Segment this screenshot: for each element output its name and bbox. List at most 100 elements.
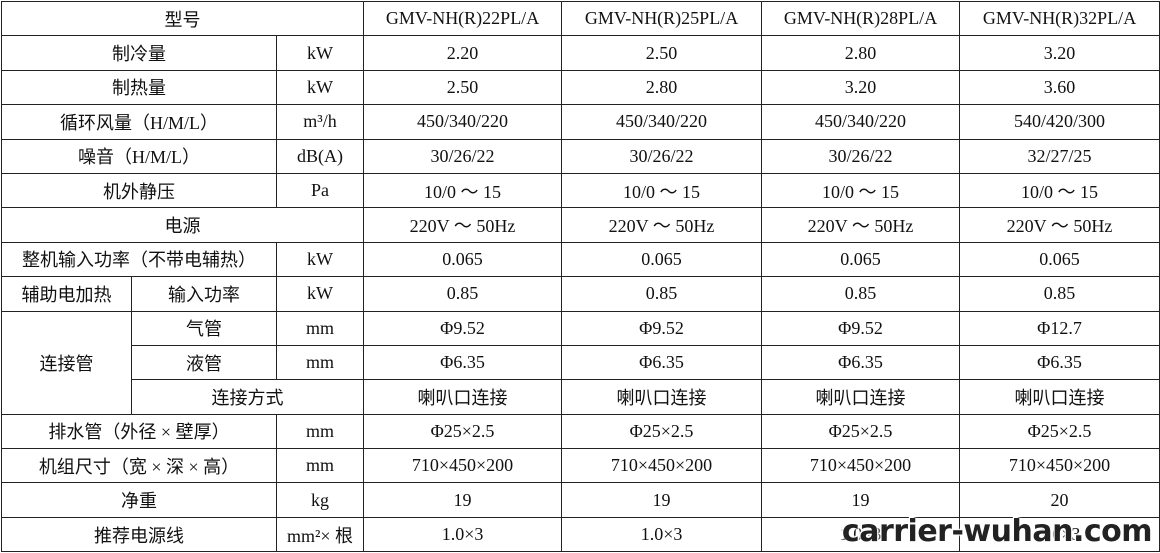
table-cell: Φ12.7 — [959, 310, 1160, 346]
watermark: carrier-wuhan.com — [841, 514, 1153, 549]
table-cell: Φ9.52 — [561, 310, 763, 346]
table-cell: 机组尺寸（宽 × 深 × 高） — [1, 448, 277, 484]
table-cell: 220V ～ 50Hz — [561, 207, 763, 243]
table-cell: 排水管（外径 × 壁厚） — [1, 413, 277, 450]
table-cell: 循环风量（H/M/L） — [1, 104, 277, 140]
table-row: 推荐电源线 mm²× 根 1.0×3 1.0×3 1.0×3 1.0×3 — [1, 516, 1160, 553]
table-cell: 噪音（H/M/L） — [1, 138, 277, 174]
table-cell: 540/420/300 — [959, 104, 1160, 140]
table-cell: 30/26/22 — [761, 138, 961, 174]
table-row: 液管 mm Φ6.35 Φ6.35 Φ6.35 Φ6.35 — [2, 344, 1160, 381]
table-cell: 2.80 — [561, 69, 763, 106]
table-row: 排水管（外径 × 壁厚） mm Φ25×2.5 Φ25×2.5 Φ25×2.5 Φ25×2… — [1, 413, 1160, 450]
table-cell: 450/340/220 — [561, 104, 763, 140]
table-cell: 220V ～ 50Hz — [363, 207, 563, 243]
table-cell: mm — [275, 310, 365, 346]
table-cell: 2.50 — [561, 35, 763, 71]
table-cell: 0.85 — [561, 276, 763, 312]
table-cell: 型号 — [0, 0, 365, 37]
table-row: 型号 GMV-NH(R)22PL/A GMV-NH(R)25PL/A GMV-NH(R… — [0, 0, 1160, 37]
table-row: 电源 220V ～ 50Hz 220V ～ 50Hz 220V ～ 50Hz 220V … — [0, 207, 1160, 243]
table-cell: 20 — [959, 482, 1160, 518]
table-cell: 10/0 ～ 15 — [363, 172, 563, 209]
table-cell: 1.0×3 — [959, 516, 1160, 553]
table-cell: 220V ～ 50Hz — [761, 207, 961, 243]
table-cell: Φ25×2.5 — [363, 413, 563, 450]
table-cell: GMV-NH(R)28PL/A — [761, 0, 961, 37]
table-cell: mm — [275, 413, 365, 450]
table-row: 净重 kg 19 19 19 20 — [1, 482, 1160, 518]
table-cell: kW — [275, 241, 365, 278]
table-row: 连接方式 喇叭口连接 喇叭口连接 喇叭口连接 喇叭口连接 — [2, 379, 1160, 415]
table-cell: Φ9.52 — [363, 310, 563, 346]
table-cell: 30/26/22 — [363, 138, 563, 174]
table-cell: Φ6.35 — [959, 344, 1160, 381]
table-cell: 输入功率 — [131, 276, 277, 312]
table-cell: 2.80 — [761, 35, 961, 71]
table-cell: 喇叭口连接 — [959, 379, 1160, 415]
table-cell: 710×450×200 — [561, 448, 763, 484]
table-cell: Φ6.35 — [561, 344, 763, 381]
table-cell: 3.20 — [959, 35, 1160, 71]
table-cell: 710×450×200 — [363, 448, 563, 484]
table-cell: 制热量 — [1, 69, 277, 106]
table-cell: Pa — [275, 172, 365, 209]
table-cell: 0.065 — [363, 241, 563, 278]
table-cell: mm — [275, 344, 365, 381]
table-cell: 30/26/22 — [561, 138, 763, 174]
table-cell: 10/0 ～ 15 — [959, 172, 1160, 209]
table-cell: GMV-NH(R)25PL/A — [561, 0, 763, 37]
table-cell: 220V ～ 50Hz — [959, 207, 1160, 243]
table-cell: 整机输入功率（不带电辅热） — [1, 241, 277, 278]
table-cell: 3.60 — [959, 69, 1160, 106]
table-cell: Φ6.35 — [363, 344, 563, 381]
table-cell: m³/h — [275, 104, 365, 140]
table-cell: Φ25×2.5 — [561, 413, 763, 450]
table-cell: 制冷量 — [1, 35, 277, 71]
table-cell: 喇叭口连接 — [363, 379, 563, 415]
table-cell: 2.20 — [363, 35, 563, 71]
table-cell: 推荐电源线 — [1, 516, 277, 553]
table-cell: 0.065 — [761, 241, 961, 278]
table-cell: Φ25×2.5 — [959, 413, 1160, 450]
table-cell: 32/27/25 — [959, 138, 1160, 174]
table-cell: 450/340/220 — [363, 104, 563, 140]
table-cell: GMV-NH(R)32PL/A — [959, 0, 1160, 37]
table-row: 连接管 气管 mm Φ9.52 Φ9.52 Φ9.52 Φ12.7 — [1, 310, 1160, 415]
table-cell: mm²× 根 — [275, 516, 365, 553]
table-cell: 气管 — [131, 310, 277, 346]
table-row: 机组尺寸（宽 × 深 × 高） mm 710×450×200 710×450×200 7… — [1, 448, 1160, 484]
table-cell: 0.85 — [363, 276, 563, 312]
table-cell: 19 — [561, 482, 763, 518]
table-row: 整机输入功率（不带电辅热） kW 0.065 0.065 0.065 0.065 — [1, 241, 1160, 278]
table-cell: 电源 — [0, 207, 365, 243]
table-cell: Φ25×2.5 — [761, 413, 961, 450]
table-cell: kW — [275, 276, 365, 312]
table-row: 制冷量 kW 2.20 2.50 2.80 3.20 — [1, 35, 1160, 71]
table-cell: 710×450×200 — [761, 448, 961, 484]
table-cell: Φ6.35 — [761, 344, 961, 381]
table-cell: 10/0 ～ 15 — [561, 172, 763, 209]
table-cell: 710×450×200 — [959, 448, 1160, 484]
table-cell: dB(A) — [275, 138, 365, 174]
table-cell: 0.065 — [561, 241, 763, 278]
table-cell: 连接方式 — [130, 379, 365, 415]
table-cell: 19 — [761, 482, 961, 518]
table-row: 循环风量（H/M/L） m³/h 450/340/220 450/340/220 450… — [1, 104, 1160, 140]
table-cell: 1.0×3 — [561, 516, 763, 553]
table-cell: 喇叭口连接 — [561, 379, 763, 415]
table-cell: kW — [275, 35, 365, 71]
table-cell: 机外静压 — [1, 172, 277, 209]
table-cell: 2.50 — [363, 69, 563, 106]
table-row: 机外静压 Pa 10/0 ～ 15 10/0 ～ 15 10/0 ～ 15 10/0 ～ … — [1, 172, 1160, 209]
table-cell: GMV-NH(R)22PL/A — [363, 0, 563, 37]
table-cell: 喇叭口连接 — [761, 379, 961, 415]
table-cell: 450/340/220 — [761, 104, 961, 140]
table-cell: 1.0×3 — [363, 516, 563, 553]
table-cell: 液管 — [131, 344, 277, 381]
table-cell: 10/0 ～ 15 — [761, 172, 961, 209]
table-cell: 净重 — [1, 482, 277, 518]
table-cell: 3.20 — [761, 69, 961, 106]
